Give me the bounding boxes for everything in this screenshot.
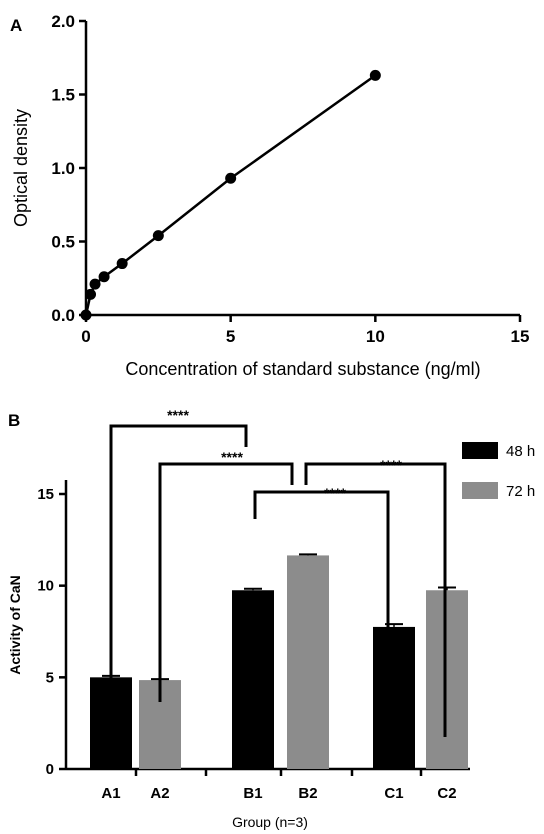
x-tick-label: A2	[150, 785, 169, 802]
bar	[232, 590, 274, 769]
x-tick-label: C2	[437, 785, 456, 802]
significance-label: ****	[221, 449, 243, 465]
significance-bracket	[158, 462, 294, 702]
significance-bracket	[253, 490, 390, 737]
x-tick-label: 15	[511, 327, 530, 346]
y-tick-label: 2.0	[51, 12, 75, 31]
data-point	[80, 309, 92, 321]
significance-bracket	[304, 462, 447, 737]
x-tick-label: 10	[366, 327, 385, 346]
x-tick-label: C1	[384, 785, 403, 802]
bar	[373, 626, 415, 769]
panel-a-y-axis-label: Optical density	[11, 109, 31, 227]
legend-swatch	[462, 442, 498, 459]
legend-swatch	[462, 482, 498, 499]
legend-label: 72 h	[506, 483, 535, 500]
x-tick-label: 0	[81, 327, 90, 346]
data-point	[85, 288, 97, 300]
significance-bracket	[109, 424, 248, 701]
significance-label: ****	[380, 457, 402, 473]
panel-a-label: A	[10, 16, 22, 35]
y-tick-label: 1.0	[51, 159, 75, 178]
y-tick-label: 10	[37, 578, 54, 595]
data-point	[116, 258, 128, 270]
data-point	[98, 271, 110, 283]
x-tick-label: B1	[243, 785, 262, 802]
y-tick-label: 0	[46, 761, 54, 778]
series-line	[84, 74, 377, 316]
y-tick-label: 0.5	[51, 233, 75, 252]
data-point	[369, 69, 381, 81]
y-tick-label: 5	[46, 669, 54, 686]
legend-label: 48 h	[506, 443, 535, 460]
panel-b: B Activity of CaN Group (n=3) 0 5 10 15 A1 A2…	[7, 407, 535, 830]
significance-label: ****	[167, 407, 189, 423]
significance-label: ****	[324, 485, 346, 501]
y-tick-label: 15	[37, 486, 54, 503]
data-point	[152, 230, 164, 242]
panel-b-y-axis-label: Activity of CaN	[7, 575, 23, 675]
panel-a: A Optical density Concentration of stand…	[10, 12, 529, 379]
bar	[426, 590, 468, 769]
y-tick-label: 0.0	[51, 306, 75, 325]
data-point	[89, 278, 101, 290]
panel-a-x-axis-label: Concentration of standard substance (ng/…	[125, 359, 480, 379]
panel-b-label: B	[8, 411, 20, 430]
x-tick-label: B2	[298, 785, 317, 802]
x-tick-label: 5	[226, 327, 235, 346]
y-tick-label: 1.5	[51, 86, 75, 105]
panel-b-x-axis-label: Group (n=3)	[232, 814, 308, 830]
x-tick-label: A1	[101, 785, 120, 802]
data-point	[225, 172, 237, 184]
bar	[287, 555, 329, 769]
